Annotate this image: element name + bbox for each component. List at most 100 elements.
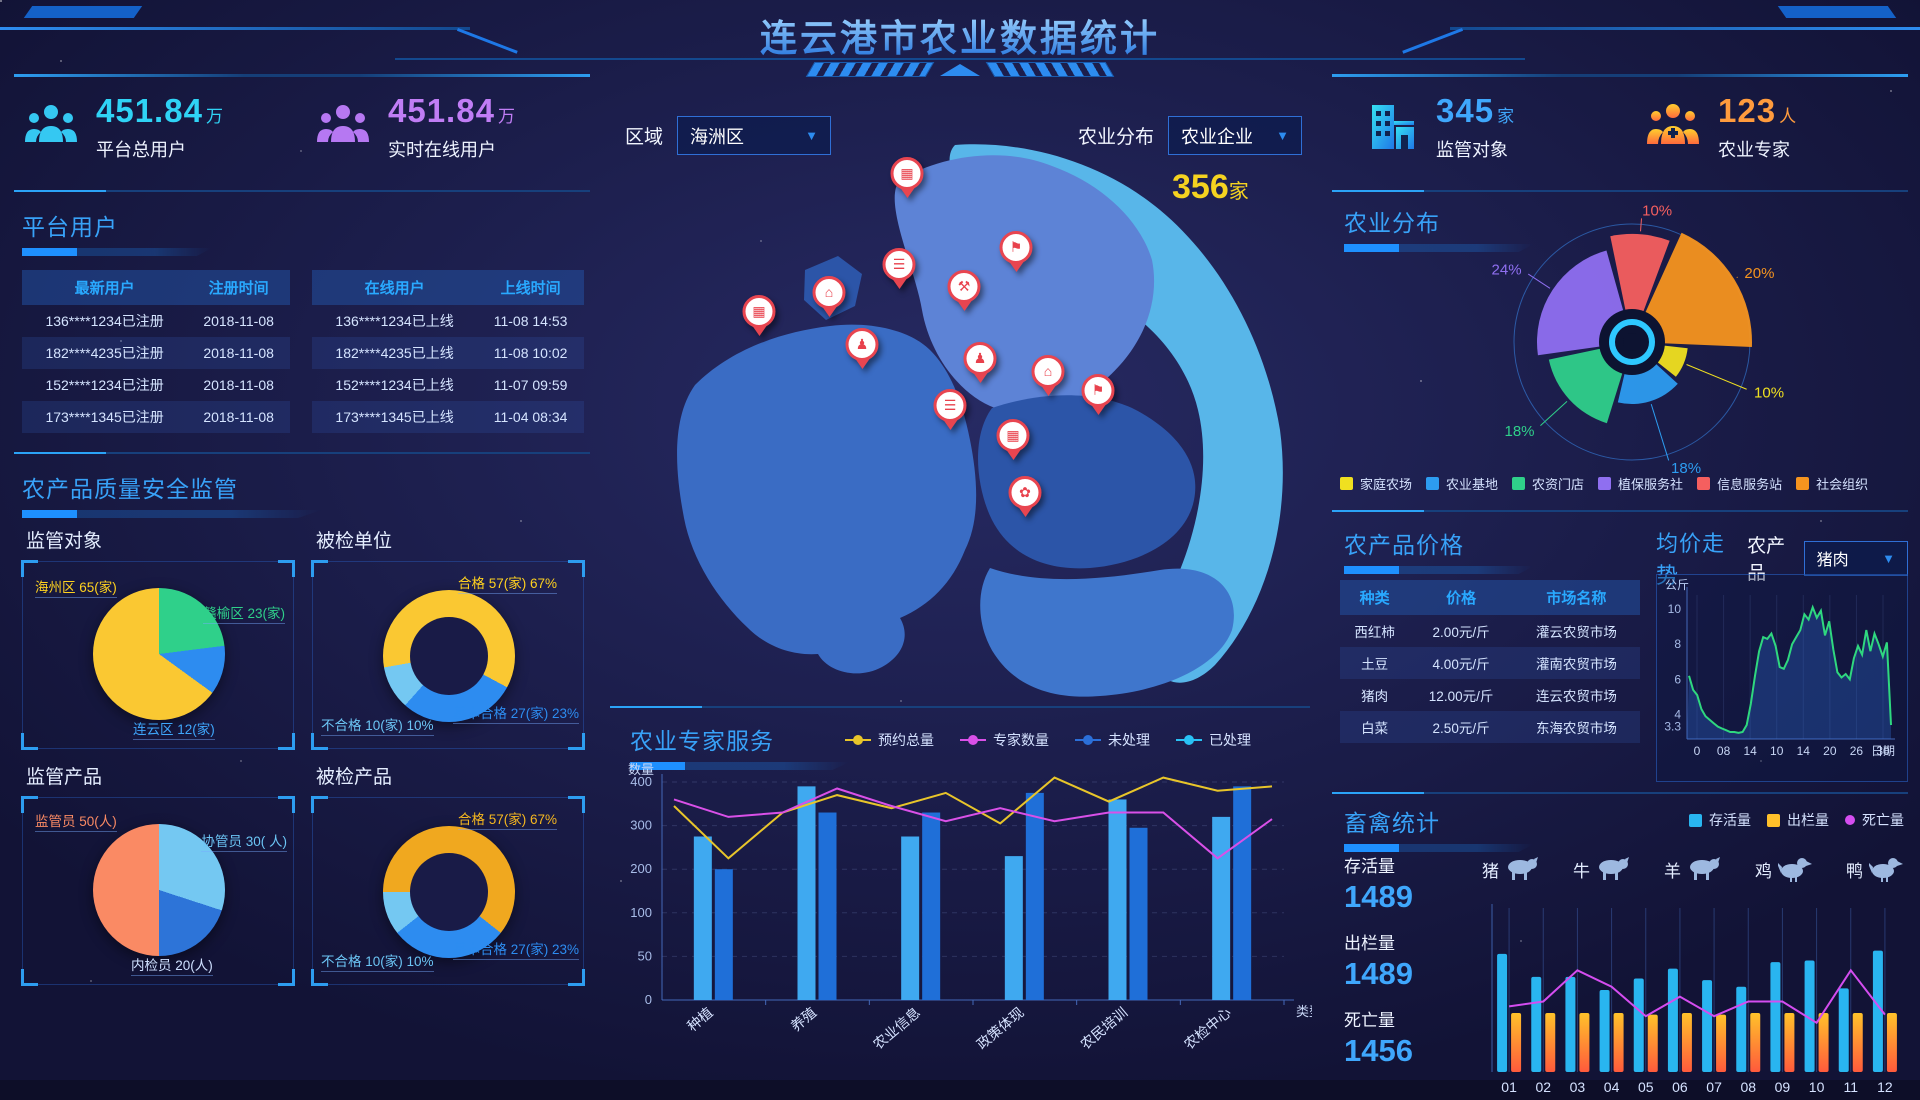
- svg-text:100: 100: [630, 905, 652, 920]
- map-container: ▦ ⚑ ☰ ⚒ ⌂ ▦ ♟ ♟ ⌂ ⚑ ☰ ▦ ✿: [600, 140, 1320, 700]
- animal-tab-4[interactable]: 鸡: [1755, 856, 1812, 882]
- pie-callout: 赣榆区 23(家): [203, 602, 285, 624]
- legend-item[interactable]: 社会组织: [1796, 474, 1868, 493]
- svg-text:07: 07: [1706, 1079, 1722, 1095]
- legend-item[interactable]: 植保服务社: [1598, 474, 1683, 493]
- table-header-row: 在线用户 上线时间: [312, 270, 584, 305]
- svg-text:03: 03: [1570, 1079, 1586, 1095]
- donut-inspected-units[interactable]: [383, 590, 515, 722]
- legend-item[interactable]: 专家数量: [960, 730, 1049, 750]
- svg-text:公斤: 公斤: [1665, 578, 1689, 592]
- legend-item[interactable]: 出栏量: [1767, 810, 1829, 830]
- map-poi-pin[interactable]: ⌂: [812, 276, 846, 324]
- legend-item[interactable]: 农业基地: [1426, 474, 1498, 493]
- pin-tail: [1091, 405, 1105, 422]
- table-cell: 152****1234已上线: [335, 377, 454, 393]
- map-poi-pin[interactable]: ♟: [845, 328, 879, 376]
- legend-item[interactable]: 预约总量: [845, 730, 934, 750]
- map-poi-pin[interactable]: ⚒: [947, 270, 981, 318]
- map-poi-pin[interactable]: ▦: [742, 295, 776, 343]
- legend-swatch: [1426, 477, 1440, 490]
- donut-inspected-products[interactable]: [383, 826, 515, 958]
- region-map[interactable]: [600, 140, 1320, 700]
- map-poi-pin[interactable]: ☰: [882, 248, 916, 296]
- legend-label: 未处理: [1108, 732, 1150, 748]
- svg-text:50: 50: [638, 948, 652, 963]
- pin-glyph-icon: ⚑: [1081, 374, 1115, 407]
- pie-supervise-objects[interactable]: [93, 588, 225, 720]
- map-poi-pin[interactable]: ▦: [996, 419, 1030, 467]
- badge-value: 356: [1172, 168, 1229, 206]
- svg-text:11: 11: [1843, 1079, 1858, 1095]
- badge-unit: 家: [1228, 181, 1249, 203]
- map-poi-pin[interactable]: ✿: [1008, 476, 1042, 524]
- pie-callout: 合格 57(家) 67%: [457, 572, 557, 594]
- distribution-rose-chart[interactable]: 24% 10% 20% 10% 18% 18%: [1332, 192, 1908, 492]
- animal-tab-2[interactable]: 牛: [1573, 856, 1630, 882]
- table-row: 182****4235已上线 11-08 10:02: [312, 337, 584, 369]
- legend-item[interactable]: 家庭农场: [1340, 474, 1412, 493]
- table-header: 最新用户: [22, 270, 188, 305]
- table-cell: 猪肉: [1361, 689, 1389, 704]
- title-decoration: [1344, 566, 1534, 574]
- legend-item[interactable]: 未处理: [1075, 730, 1150, 750]
- pin-glyph-icon: ⌂: [1031, 355, 1065, 388]
- animal-tab-5[interactable]: 鸭: [1846, 856, 1903, 882]
- table-cell: 2018-11-08: [203, 377, 274, 393]
- livestock-chart[interactable]: 01 02 03 04 05 06 07 08 09 10 11 12: [1478, 900, 1908, 1100]
- map-poi-pin[interactable]: ☰: [933, 389, 967, 437]
- svg-text:05: 05: [1638, 1079, 1654, 1095]
- platform-users-section: 平台用户: [22, 208, 212, 256]
- product-label: 农产品: [1747, 536, 1786, 584]
- stat-value: 451.84: [388, 92, 495, 129]
- animal-tab-1[interactable]: 猪: [1482, 856, 1539, 882]
- table-cell: 173****1345已注册: [45, 409, 164, 425]
- legend-swatch: [1075, 735, 1101, 745]
- pie-supervise-products[interactable]: [93, 824, 225, 956]
- stat-value: 123: [1718, 92, 1777, 129]
- stat-value: 1456: [1344, 1033, 1413, 1068]
- region-select[interactable]: 海洲区 ▼: [677, 116, 832, 155]
- pie-callout: 连云区 12(家): [133, 718, 215, 740]
- svg-text:20: 20: [1823, 744, 1837, 758]
- legend-item[interactable]: 农资门店: [1512, 474, 1584, 493]
- svg-text:种植: 种植: [684, 1004, 716, 1034]
- table-cell: 136****1234已上线: [335, 313, 454, 329]
- table-cell: 2018-11-08: [203, 345, 274, 361]
- product-select[interactable]: 猪肉 ▼: [1803, 540, 1908, 576]
- expert-service-chart[interactable]: 0 50 100 200 300 400数量类型 种植 养殖 农业信息 政策体现 农民培训 农检中心: [612, 762, 1312, 1074]
- table-header: 市场名称: [1512, 580, 1640, 615]
- legend-item[interactable]: 死亡量: [1845, 810, 1904, 830]
- svg-text:农民培训: 农民培训: [1077, 1004, 1130, 1052]
- animal-label: 鸭: [1846, 861, 1863, 881]
- map-poi-pin[interactable]: ⚑: [999, 231, 1033, 279]
- map-poi-pin[interactable]: ⚑: [1081, 374, 1115, 422]
- svg-text:04: 04: [1604, 1079, 1620, 1095]
- distribution-select[interactable]: 农业企业 ▼: [1168, 116, 1303, 155]
- title-decoration: [22, 510, 322, 518]
- pin-tail: [900, 188, 914, 205]
- stat-supervised-objects: 345 家 监管对象: [1364, 92, 1514, 162]
- pie-callout: 基本合格 27(家) 23%: [452, 702, 579, 724]
- map-poi-pin[interactable]: ⌂: [1031, 355, 1065, 403]
- section-divider: [14, 452, 590, 454]
- legend-item[interactable]: 已处理: [1176, 730, 1251, 750]
- stat-value: 1489: [1344, 956, 1413, 991]
- legend-item[interactable]: 存活量: [1689, 810, 1751, 830]
- online-table: 在线用户 上线时间 136****1234已上线 11-08 14:53 182****…: [312, 270, 584, 433]
- stat-unit: 家: [1497, 107, 1515, 126]
- pin-glyph-icon: ⌂: [812, 276, 846, 309]
- chart-inspected-products: 被检产品 合格 57(家) 67% 基本合格 27(家) 23% 不合格 10(…: [311, 762, 585, 986]
- map-poi-pin[interactable]: ▦: [890, 157, 924, 205]
- table-cell: 2.50元/斤: [1432, 721, 1490, 736]
- map-poi-pin[interactable]: ♟: [963, 342, 997, 390]
- stat-unit: 万: [205, 107, 223, 126]
- animal-tab-3[interactable]: 羊: [1664, 856, 1721, 882]
- legend-label: 农业基地: [1446, 477, 1499, 492]
- title-decoration: [1344, 844, 1534, 852]
- legend-item[interactable]: 信息服务站: [1697, 474, 1782, 493]
- svg-text:农检中心: 农检中心: [1181, 1004, 1234, 1052]
- pin-glyph-icon: ▦: [996, 419, 1030, 452]
- stat-value: 1489: [1344, 879, 1413, 914]
